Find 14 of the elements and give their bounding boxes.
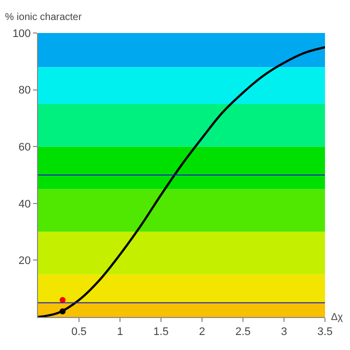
x-tick-label: 2 [198, 326, 206, 338]
y-axis-title: % ionic character [5, 12, 82, 23]
x-tick-label: 0.5 [71, 326, 87, 338]
x-tick-label: 3 [280, 326, 288, 338]
y-tick-label: 60 [18, 141, 31, 154]
y-tick-label: 40 [18, 198, 31, 210]
x-tick-label: 1 [116, 326, 124, 338]
y-tick-label: 100 [12, 28, 31, 40]
x-tick-label: 2.5 [235, 326, 251, 338]
x-axis-title: Δχ [331, 312, 344, 323]
y-tick-label: 80 [18, 84, 31, 97]
x-tick-label: 1.5 [153, 326, 169, 338]
y-tick-label: 20 [18, 255, 31, 268]
x-tick-label: 3.5 [317, 326, 333, 338]
